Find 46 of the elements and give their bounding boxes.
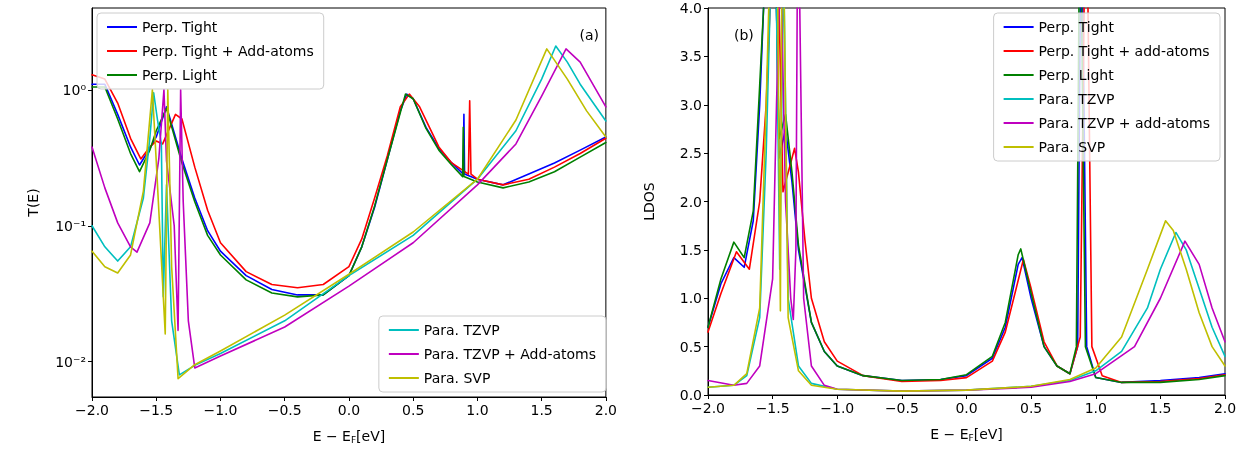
y-tick-label: 10⁰: [62, 81, 87, 98]
y-tick-label: 0.0: [679, 387, 702, 403]
x-tick-label: 0.0: [337, 402, 361, 418]
y-tick-label: 0.5: [679, 338, 702, 355]
legend-label: Perp. Tight + add-atoms: [1038, 43, 1210, 59]
y-tick-label: 2.0: [679, 193, 702, 210]
y-tick-label: 3.5: [679, 48, 702, 65]
x-tick-label: −0.5: [884, 400, 919, 416]
annotation: (a): [579, 27, 600, 43]
x-tick-label: −0.5: [267, 402, 302, 418]
x-tick-label: 0.0: [955, 400, 978, 416]
y-tick-label: 3.0: [679, 96, 702, 113]
legend-label: Para. SVP: [423, 370, 491, 386]
annotation: (b): [734, 27, 754, 43]
y-tick-label: 10⁻¹: [55, 217, 86, 234]
y-tick-label: 4.0: [679, 0, 702, 16]
legend-label: Perp. Tight: [1038, 19, 1115, 35]
y-tick-label: 10⁻²: [55, 353, 86, 370]
legend-label: Para. TZVP: [423, 322, 500, 338]
legend-label: Perp. Light: [1038, 67, 1115, 83]
y-tick-label: 2.5: [679, 145, 702, 162]
x-tick-label: 1.5: [1149, 400, 1172, 416]
y-axis-title: LDOS: [641, 182, 657, 221]
x-tick-label: 0.5: [1019, 400, 1043, 416]
x-tick-label: −1.0: [820, 400, 855, 416]
x-tick-label: −1.0: [203, 402, 238, 418]
x-tick-label: −2.0: [75, 402, 109, 418]
legend-label: Para. TZVP + Add-atoms: [423, 346, 597, 362]
x-tick-label: 1.5: [530, 402, 553, 418]
x-tick-label: −1.5: [139, 402, 174, 418]
x-tick-label: −2.0: [691, 400, 725, 416]
legend-label: Para. SVP: [1038, 139, 1106, 155]
y-tick-label: 1.0: [679, 290, 702, 307]
legend-label: Para. TZVP: [1038, 91, 1115, 107]
legend-label: Para. TZVP + add-atoms: [1038, 115, 1210, 131]
x-tick-label: 1.0: [466, 402, 489, 418]
x-tick-label: −1.5: [755, 400, 790, 416]
x-tick-label: 0.5: [402, 402, 425, 418]
x-tick-label: 1.0: [1084, 400, 1107, 416]
legend-label: Perp. Tight: [142, 19, 218, 35]
y-tick-label: 1.5: [679, 241, 702, 258]
legend-label: Perp. Tight + Add-atoms: [142, 43, 314, 59]
x-tick-label: 2.0: [594, 402, 617, 418]
y-axis-title: T(E): [25, 188, 41, 218]
legend-label: Perp. Light: [142, 67, 218, 83]
x-tick-label: 2.0: [1213, 400, 1237, 416]
